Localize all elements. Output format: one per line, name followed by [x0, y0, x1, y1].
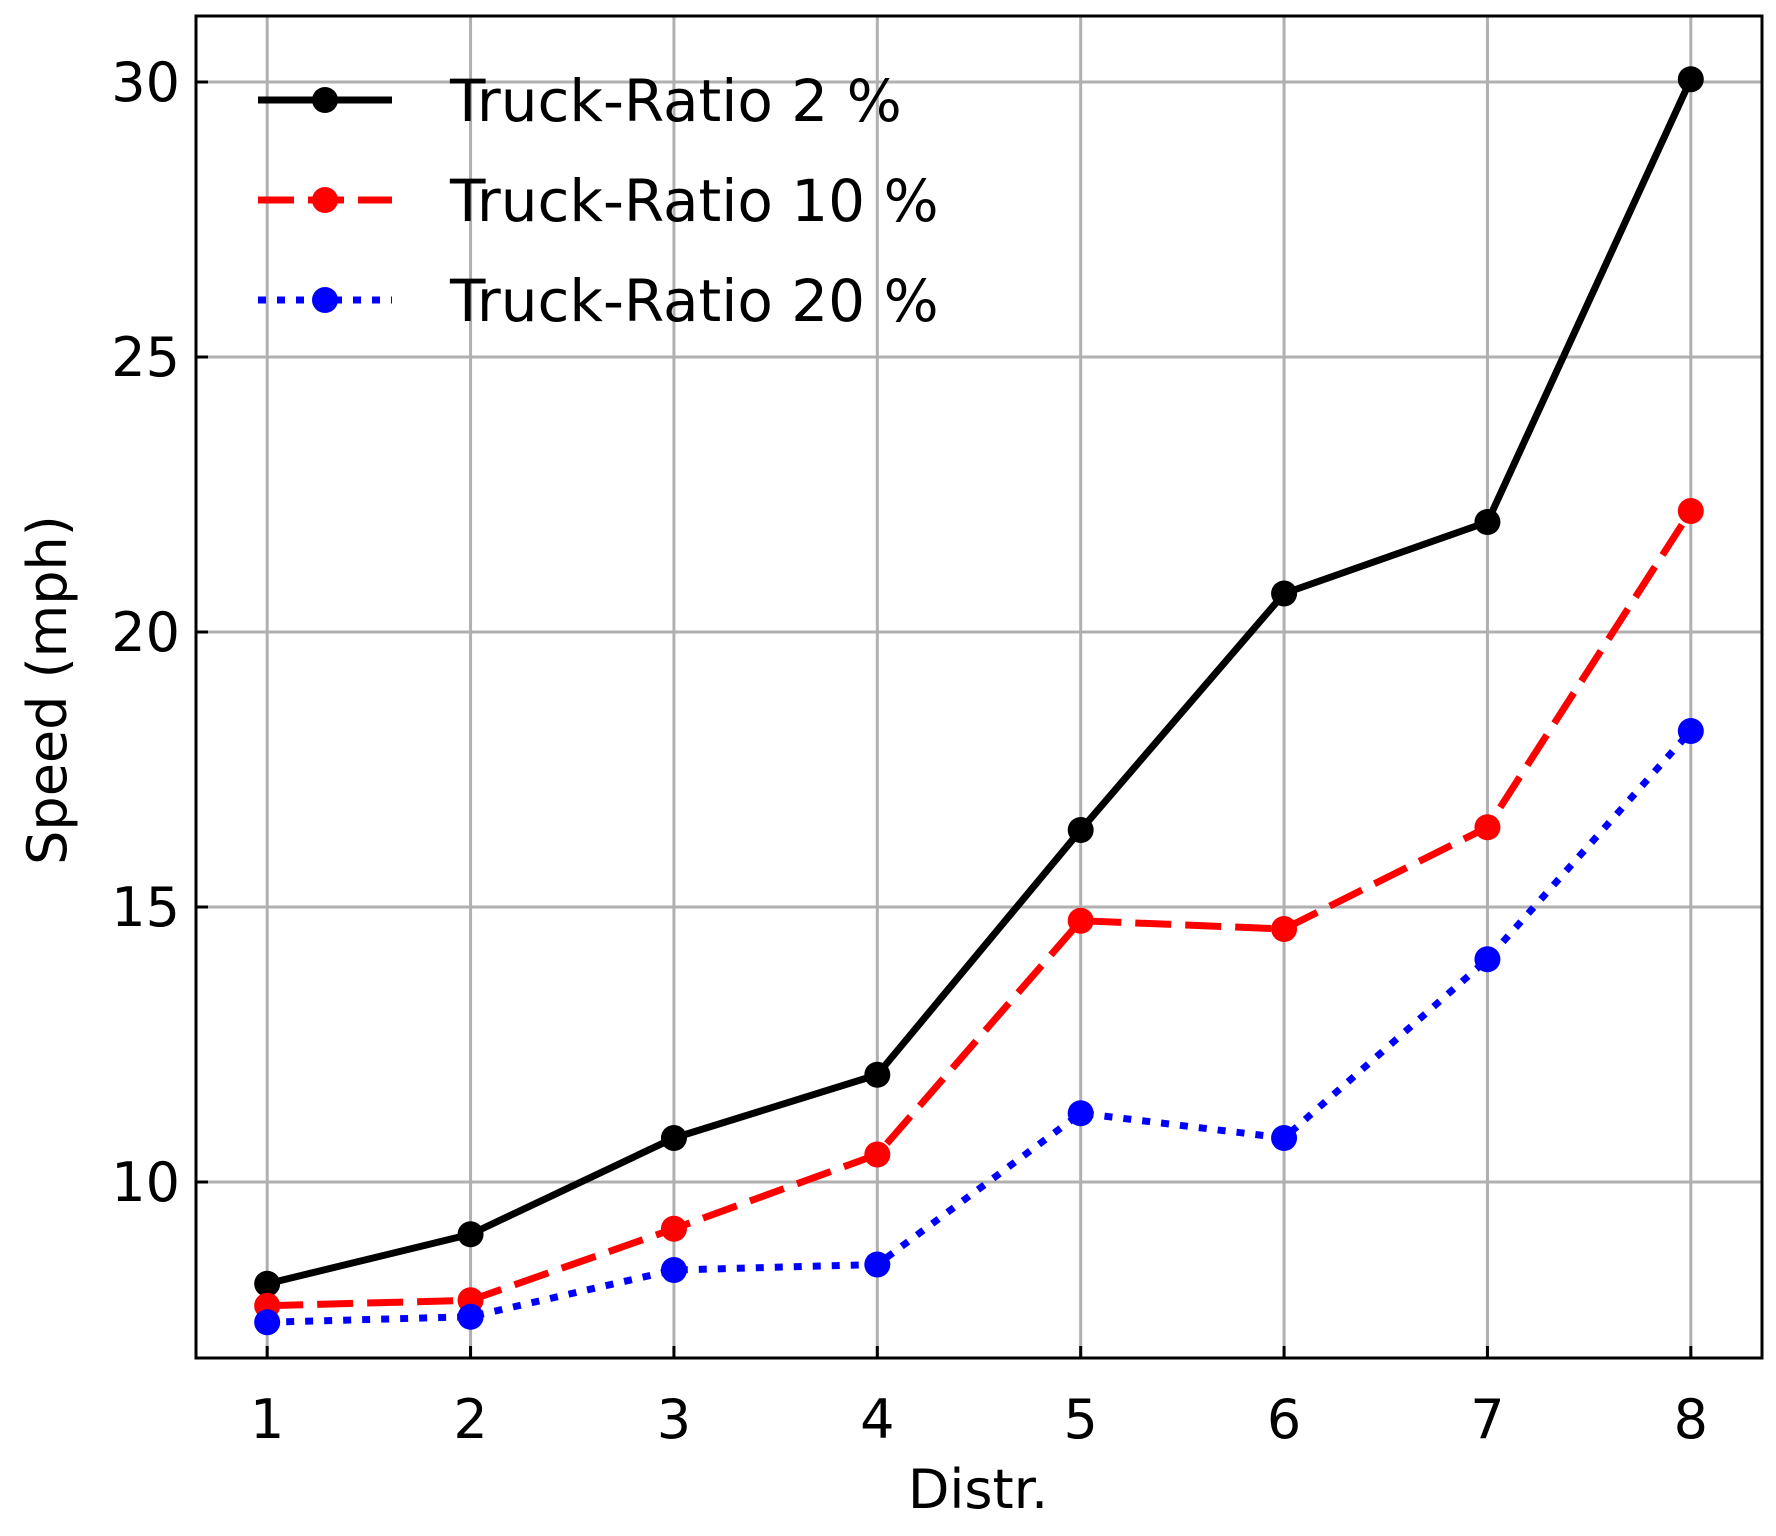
x-tick-label: 8 [1674, 1388, 1708, 1451]
series-1-point [1067, 817, 1094, 843]
series-2-point [1474, 814, 1501, 841]
series-3-point [1271, 1125, 1298, 1151]
legend-label-2: Truck-Ratio 10 % [449, 167, 939, 235]
series-1-point [254, 1270, 281, 1297]
series-2-point [864, 1141, 891, 1168]
y-axis-title: Speed (mph) [16, 515, 79, 865]
series-2-point [1271, 916, 1298, 942]
x-axis-title: Distr. [908, 1458, 1048, 1521]
series-3-point [1067, 1100, 1094, 1127]
x-tick-label: 2 [453, 1388, 487, 1451]
series-3-point [457, 1303, 484, 1330]
grid [196, 16, 1762, 1358]
y-tick-label: 30 [111, 51, 180, 114]
legend-marker-1 [312, 87, 338, 113]
y-tick-label: 15 [111, 876, 180, 939]
series-2-point [660, 1215, 687, 1242]
plot-frame [194, 14, 1764, 1360]
x-tick-label: 1 [250, 1388, 284, 1451]
legend-label-1: Truck-Ratio 2 % [449, 67, 902, 135]
series-1-point [660, 1125, 687, 1151]
series-lines [254, 66, 1704, 1336]
series-1-point [457, 1221, 484, 1248]
y-tick-label: 20 [111, 601, 180, 664]
series-1-point [1474, 509, 1501, 535]
legend-marker-3 [312, 287, 338, 313]
series-1-point [1677, 66, 1704, 93]
axis-ticks: 1 2 3 4 5 6 7 8 10 15 20 25 30 [111, 51, 1708, 1451]
series-2-point [1677, 498, 1704, 524]
series-line-1 [266, 77, 1694, 1288]
series-3-point [660, 1257, 687, 1283]
legend: Truck-Ratio 2 % Truck-Ratio 10 % Truck-Rat… [258, 67, 939, 335]
series-1-point [1271, 580, 1298, 607]
x-tick-label: 7 [1470, 1388, 1504, 1451]
series-1-point [864, 1061, 891, 1088]
y-tick-label: 10 [111, 1151, 180, 1214]
y-tick-label: 25 [111, 326, 180, 389]
series-3-point [1474, 946, 1501, 973]
legend-label-3: Truck-Ratio 20 % [449, 267, 939, 335]
legend-marker-2 [312, 187, 338, 213]
series-line-3 [267, 728, 1694, 1326]
series-3-point [254, 1309, 281, 1336]
x-tick-label: 6 [1267, 1388, 1301, 1451]
series-3-point [1677, 718, 1704, 744]
series-2-point [1067, 907, 1094, 934]
x-tick-label: 4 [860, 1388, 894, 1451]
x-tick-label: 5 [1064, 1388, 1098, 1451]
series-3-point [864, 1251, 891, 1278]
x-tick-label: 3 [657, 1388, 691, 1451]
